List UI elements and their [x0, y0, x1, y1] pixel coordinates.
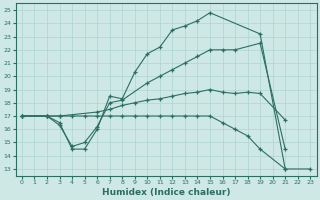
X-axis label: Humidex (Indice chaleur): Humidex (Indice chaleur) [102, 188, 230, 197]
